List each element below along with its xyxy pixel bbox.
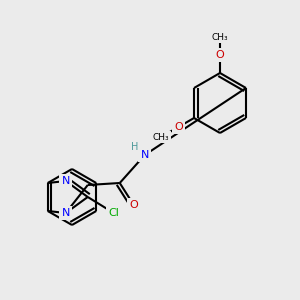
Text: N: N (141, 150, 149, 160)
Text: CH₃: CH₃ (153, 133, 169, 142)
Text: O: O (129, 200, 138, 210)
Text: O: O (216, 50, 224, 60)
Text: N: N (61, 176, 70, 186)
Text: O: O (174, 122, 183, 132)
Text: CH₃: CH₃ (212, 32, 228, 41)
Text: H: H (131, 142, 138, 152)
Text: N: N (61, 208, 70, 218)
Text: Cl: Cl (108, 208, 119, 218)
